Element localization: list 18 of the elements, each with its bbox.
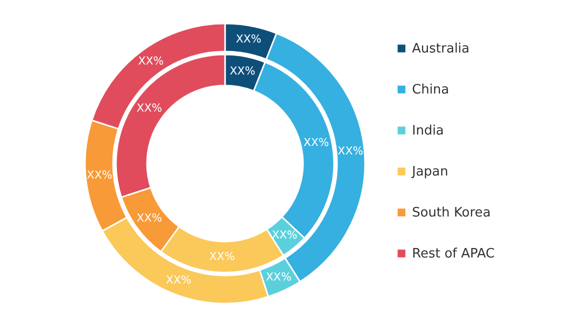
data-label: XX% xyxy=(166,274,192,287)
data-label: XX% xyxy=(303,136,330,150)
data-label: XX% xyxy=(136,102,162,115)
data-label: XX% xyxy=(266,270,292,284)
legend-label: South Korea xyxy=(412,206,491,220)
legend-label: Rest of APAC xyxy=(412,246,495,262)
legend-label: India xyxy=(412,124,444,138)
data-label: XX% xyxy=(86,168,112,182)
data-label: XX% xyxy=(138,54,164,68)
data-label: XX% xyxy=(272,228,298,242)
data-label: XX% xyxy=(209,250,235,263)
legend-label: China xyxy=(412,82,450,98)
legend-label: Japan xyxy=(411,164,448,180)
legend-label: Australia xyxy=(412,42,470,56)
data-label: XX% xyxy=(136,211,162,224)
data-label: XX% xyxy=(230,64,256,78)
data-label: XX% xyxy=(338,144,364,158)
data-label: XX% xyxy=(236,32,262,46)
